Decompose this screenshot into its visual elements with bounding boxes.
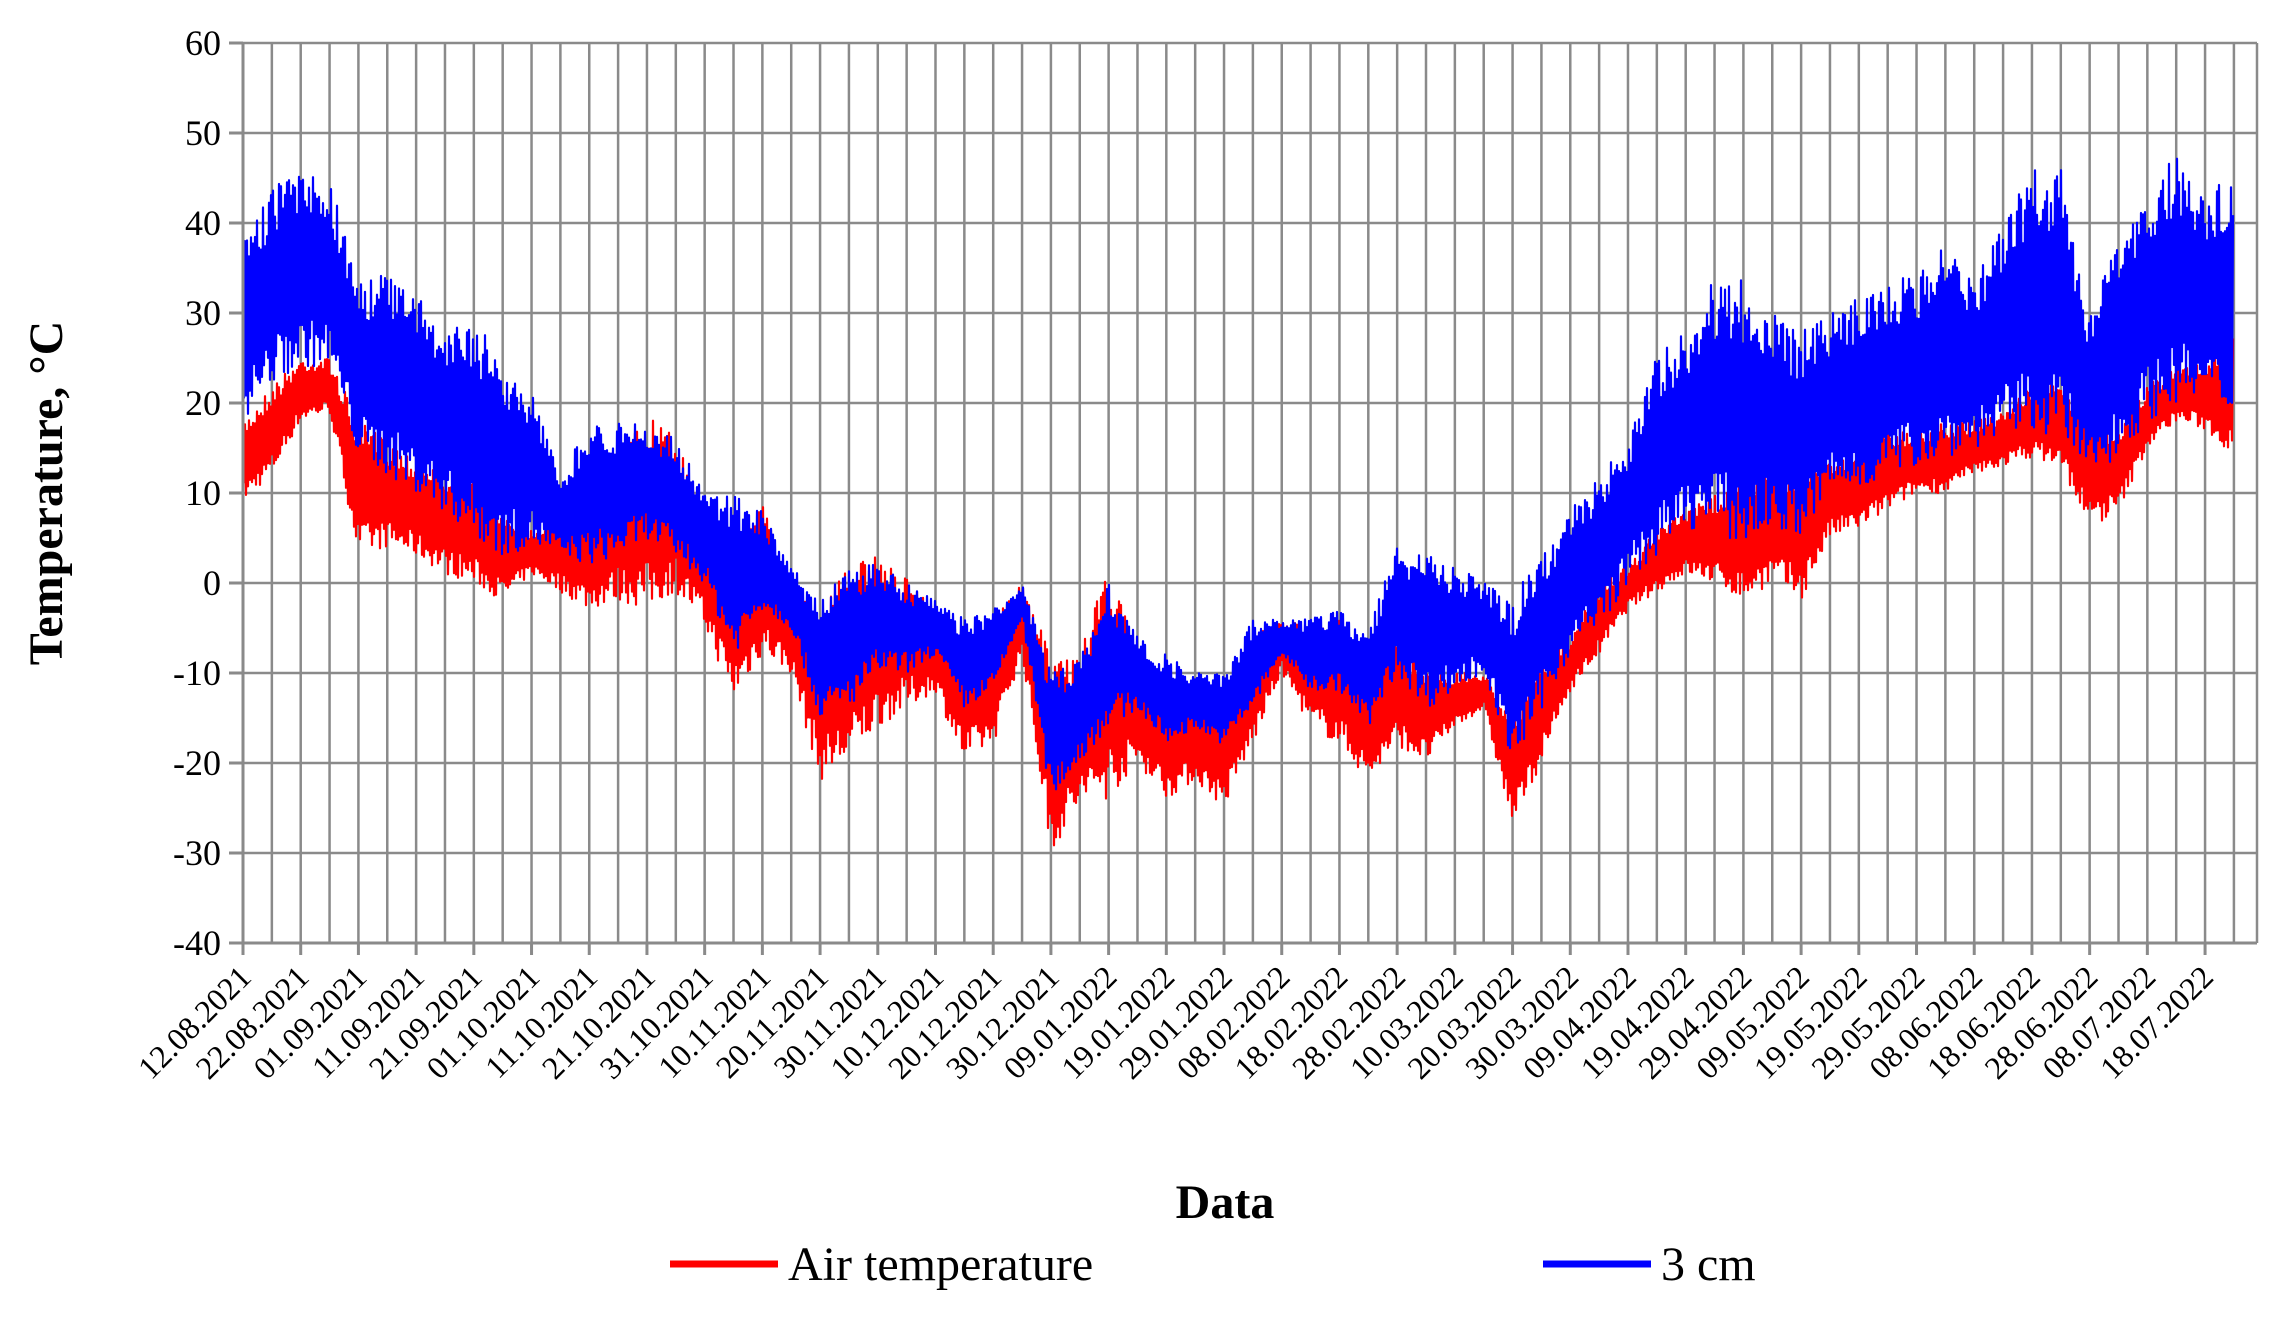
y-tick-label: 60	[185, 23, 221, 63]
y-tick-label: 0	[203, 563, 221, 603]
y-tick-label: -40	[173, 923, 221, 963]
y-tick-label: 30	[185, 293, 221, 333]
legend: Air temperature 3 cm	[670, 1238, 1756, 1291]
axes	[229, 41, 2257, 955]
y-axis-title: Temperature, °C	[20, 321, 73, 665]
x-axis-title: Data	[1176, 1176, 1275, 1229]
y-tick-label: 50	[185, 113, 221, 153]
series-bands	[241, 157, 2235, 847]
y-tick-label: -10	[173, 653, 221, 693]
legend-label: 3 cm	[1661, 1238, 1756, 1291]
series-line-3-cm	[241, 157, 2235, 791]
series-3-cm	[241, 157, 2235, 791]
y-tick-label: -20	[173, 743, 221, 783]
legend-item-air-temperature: Air temperature	[670, 1238, 1093, 1291]
legend-item-3-cm: 3 cm	[1543, 1238, 1756, 1291]
y-tick-labels: 60 50 40 30 20 10 0 -10 -20 -30 -40	[173, 23, 221, 963]
y-tick-label: -30	[173, 833, 221, 873]
y-tick-label: 20	[185, 383, 221, 423]
legend-label: Air temperature	[788, 1238, 1093, 1291]
x-tick-labels: 12.08.202122.08.202101.09.202111.09.2021…	[131, 958, 2220, 1085]
y-tick-label: 10	[185, 473, 221, 513]
y-tick-label: 40	[185, 203, 221, 243]
